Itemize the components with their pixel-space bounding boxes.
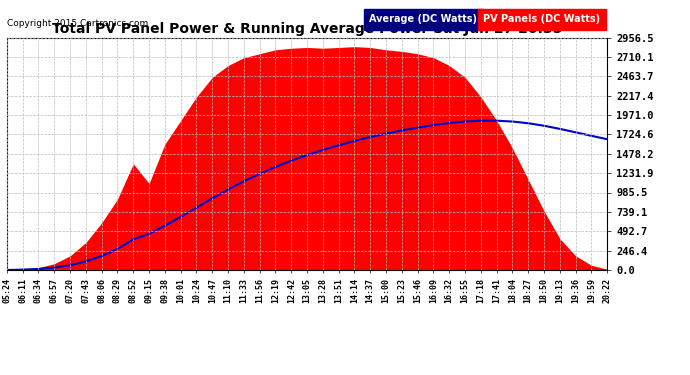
Title: Total PV Panel Power & Running Average Power Sat Jun 27 20:35: Total PV Panel Power & Running Average P… — [52, 22, 562, 36]
Legend: Average (DC Watts), PV Panels (DC Watts): Average (DC Watts), PV Panels (DC Watts) — [364, 12, 602, 26]
Text: Copyright 2015 Cartronics.com: Copyright 2015 Cartronics.com — [7, 19, 148, 28]
